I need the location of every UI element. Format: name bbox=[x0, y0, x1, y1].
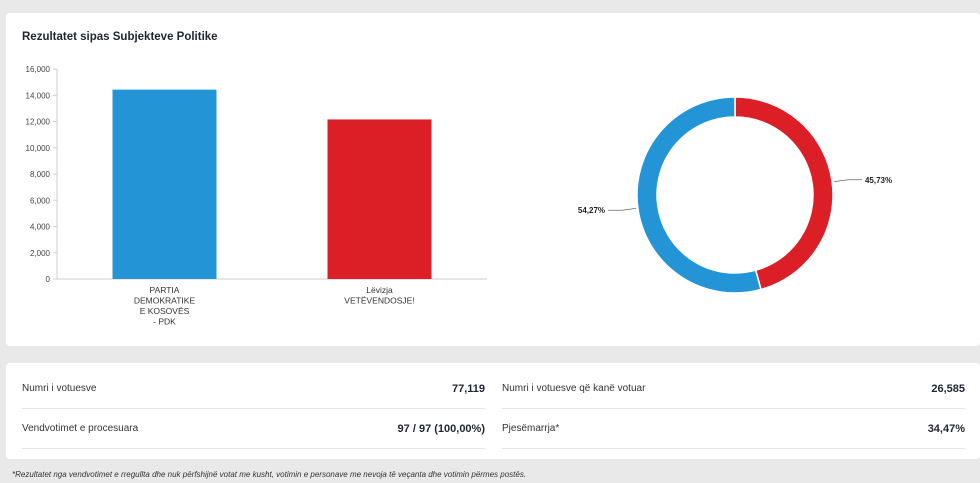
donut-slice bbox=[636, 96, 762, 294]
stat-stations-label: Vendvotimet e procesuara bbox=[22, 423, 139, 434]
y-tick-label: 10,000 bbox=[26, 144, 51, 153]
stat-stations-value: 97 / 97 (100,00%) bbox=[397, 422, 485, 435]
y-tick-label: 12,000 bbox=[26, 118, 51, 127]
y-tick-label: 8,000 bbox=[30, 170, 51, 179]
x-category-label: Lëvizja VETËVENDOSJE! bbox=[344, 285, 414, 306]
stat-voted: Numri i votuesve që kanë votuar 26,585 bbox=[502, 369, 965, 409]
x-category-label: PARTIA DEMOKRATIKE E KOSOVËS - PDK bbox=[134, 285, 196, 327]
donut-percent-label: 54,27% bbox=[578, 206, 605, 215]
stat-turnout-value: 34,47% bbox=[927, 422, 965, 435]
y-tick-label: 16,000 bbox=[26, 65, 51, 74]
donut-percent-label: 45,73% bbox=[865, 176, 892, 185]
stat-stations: Vendvotimet e procesuara 97 / 97 (100,00… bbox=[22, 409, 485, 449]
bar bbox=[327, 119, 432, 279]
donut-slice bbox=[734, 96, 834, 291]
donut-leader-line bbox=[608, 207, 636, 211]
y-tick-label: 14,000 bbox=[26, 91, 51, 100]
x-category-label-line: VETËVENDOSJE! bbox=[344, 296, 414, 306]
stat-turnout-label: Pjesëmarrja* bbox=[502, 423, 560, 434]
chart-title: Rezultatet sipas Subjekteve Politike bbox=[22, 31, 218, 43]
stat-voters: Numri i votuesve 77,119 bbox=[22, 369, 485, 409]
stat-voters-value: 77,119 bbox=[451, 382, 485, 395]
results-chart-card: Rezultatet sipas Subjekteve Politike 0 2,… bbox=[6, 13, 980, 346]
bar bbox=[112, 89, 217, 279]
x-category-label-line: PARTIA bbox=[150, 285, 180, 295]
stat-turnout: Pjesëmarrja* 34,47% bbox=[502, 409, 965, 449]
stat-voted-value: 26,585 bbox=[931, 382, 965, 395]
donut-chart: 45,73% 54,27% bbox=[578, 96, 892, 294]
y-tick-label: 2,000 bbox=[30, 249, 51, 258]
y-tick-label: 6,000 bbox=[30, 196, 51, 205]
x-category-label-line: Lëvizja bbox=[366, 285, 393, 295]
y-tick-label: 4,000 bbox=[30, 223, 51, 232]
bar-chart: 0 2,000 4,000 6,000 8,000 10,000 12,000 14,000 1… bbox=[26, 65, 487, 327]
footnote: *Rezultatet nga vendvotimet e rregullta … bbox=[12, 470, 527, 479]
x-category-label-line: E KOSOVËS bbox=[140, 306, 190, 316]
stat-voters-label: Numri i votuesve bbox=[22, 383, 97, 394]
y-tick-label: 0 bbox=[46, 275, 51, 284]
x-category-label-line: - PDK bbox=[153, 317, 176, 327]
stat-voted-label: Numri i votuesve që kanë votuar bbox=[502, 383, 646, 394]
stats-card: Numri i votuesve 77,119 Numri i votuesve… bbox=[6, 363, 980, 459]
x-category-label-line: DEMOKRATIKE bbox=[134, 296, 196, 306]
donut-leader-line bbox=[834, 179, 862, 183]
